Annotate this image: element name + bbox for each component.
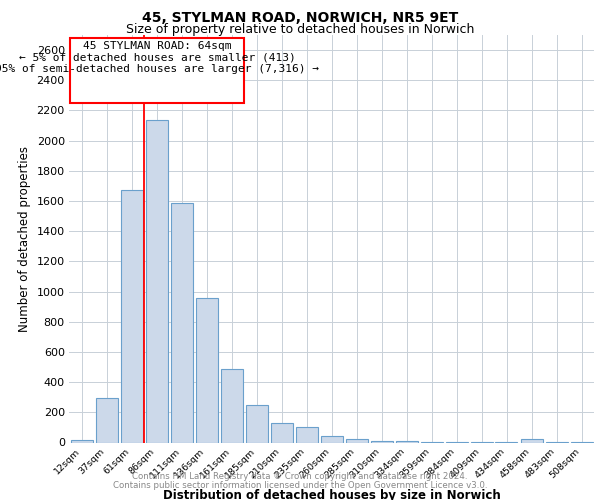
Bar: [146, 120, 167, 442]
Y-axis label: Number of detached properties: Number of detached properties: [18, 146, 31, 332]
Bar: [320, 436, 343, 442]
Bar: [170, 202, 193, 442]
Bar: [271, 423, 293, 442]
Bar: [121, 190, 143, 442]
Text: Size of property relative to detached houses in Norwich: Size of property relative to detached ho…: [126, 24, 474, 36]
FancyBboxPatch shape: [70, 38, 244, 103]
Bar: [95, 398, 118, 442]
Bar: [71, 440, 92, 442]
Bar: [346, 440, 367, 442]
Text: 45, STYLMAN ROAD, NORWICH, NR5 9ET: 45, STYLMAN ROAD, NORWICH, NR5 9ET: [142, 12, 458, 26]
X-axis label: Distribution of detached houses by size in Norwich: Distribution of detached houses by size …: [163, 488, 500, 500]
Bar: [221, 368, 242, 442]
Text: Contains public sector information licensed under the Open Government Licence v3: Contains public sector information licen…: [113, 481, 487, 490]
Bar: [196, 298, 218, 442]
Bar: [371, 440, 392, 442]
Bar: [296, 428, 317, 442]
Bar: [521, 440, 542, 442]
Text: Contains HM Land Registry data © Crown copyright and database right 2024.: Contains HM Land Registry data © Crown c…: [132, 472, 468, 481]
Bar: [245, 405, 268, 442]
Text: 45 STYLMAN ROAD: 64sqm
← 5% of detached houses are smaller (413)
95% of semi-det: 45 STYLMAN ROAD: 64sqm ← 5% of detached …: [0, 41, 319, 74]
